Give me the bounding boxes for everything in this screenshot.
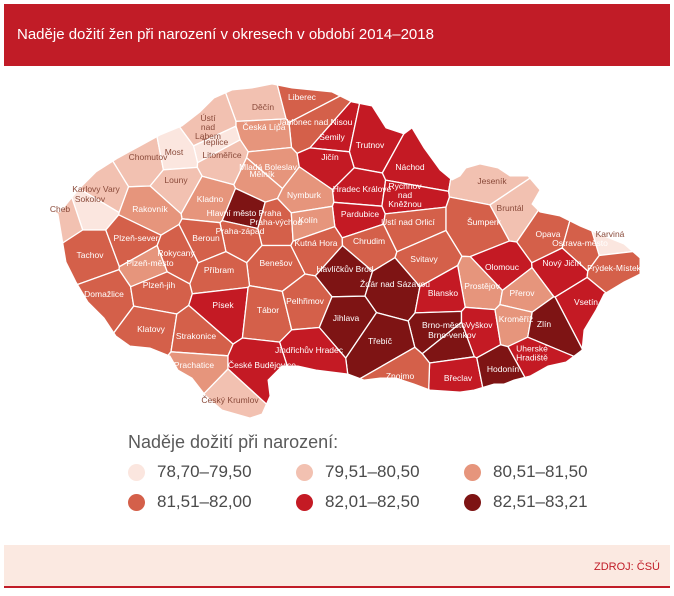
district-label: České Budějovice	[228, 360, 296, 370]
page-title: Naděje dožití žen při narození v okresec…	[17, 26, 434, 43]
district-label: Vsetín	[574, 297, 598, 307]
district-label: Vyškov	[465, 320, 493, 330]
district-label: Cheb	[50, 204, 71, 214]
district-label: Most	[165, 147, 184, 157]
district-label: Pardubice	[341, 209, 380, 219]
district-label: Jablonec nad Nisou	[278, 117, 353, 127]
district-label: Domažlice	[84, 289, 124, 299]
district-label: Mladá Boleslav	[239, 162, 297, 172]
district-karviná	[578, 84, 640, 257]
legend-label: 82,01–82,50	[325, 492, 420, 511]
district-label: Tachov	[77, 250, 105, 260]
district-label: Litoměřice	[202, 150, 241, 160]
district-label: Třebíč	[368, 336, 393, 346]
district-label: Šumperk	[467, 217, 502, 227]
district-label: Klatovy	[137, 324, 166, 334]
legend-swatch	[128, 494, 145, 511]
czech-districts-map: Děčín Liberec Jablonec nad Nisou Semily Trut…	[50, 83, 642, 419]
district-label: Ostrava-město	[552, 238, 608, 248]
legend-swatch	[296, 494, 313, 511]
district-label: Kutná Hora	[295, 238, 338, 248]
district-label: Rychnov nad Kněžnou	[388, 181, 422, 209]
district-label: Trutnov	[356, 140, 385, 150]
district-label: Pelhřimov	[286, 296, 325, 306]
district-label: Žďár nad Sázavou	[360, 279, 430, 289]
district-label: Praha-východ	[250, 217, 303, 227]
district-label: Nový Jičín	[542, 258, 581, 268]
district-label: Karlovy Vary	[72, 184, 120, 194]
district-label: Hradec Králové	[333, 184, 392, 194]
district-label: Plzeň-sever	[114, 233, 159, 243]
source-note: ZDROJ: ČSÚ	[594, 561, 660, 573]
district-label: Jičín	[321, 152, 339, 162]
district-label: Jindřichův Hradec	[275, 345, 344, 355]
country-outline	[51, 83, 641, 419]
district-label: Liberec	[288, 92, 317, 102]
district-label: Uherské Hradiště	[516, 344, 548, 363]
legend-swatch	[128, 464, 145, 481]
district-label: Louny	[164, 175, 188, 185]
legend-label: 81,51–82,00	[157, 492, 252, 511]
district-label: Břeclav	[444, 373, 473, 383]
district-label: Karviná	[596, 229, 625, 239]
district-label: Náchod	[395, 162, 425, 172]
district-label: Bruntál	[497, 203, 524, 213]
district-label: Strakonice	[176, 331, 216, 341]
district-label: Tábor	[257, 305, 279, 315]
footer-bar: ZDROJ: ČSÚ	[4, 545, 670, 587]
district-label: Jeseník	[477, 176, 507, 186]
legend-label: 78,70–79,50	[157, 462, 252, 481]
district-label: Teplice	[202, 137, 229, 147]
bottom-rule	[4, 586, 670, 588]
district-label: Olomouc	[485, 262, 520, 272]
district-label: Brno-město	[422, 320, 466, 330]
district-label: Semily	[319, 132, 345, 142]
district-label: Ústí nad Orlicí	[381, 217, 435, 227]
legend-title: Naděje dožití při narození:	[128, 432, 339, 452]
district-label: Zlín	[537, 319, 551, 329]
district-label: Český Krumlov	[201, 395, 259, 405]
district-label: Frýdek-Místek	[587, 263, 642, 273]
district-label: Přerov	[509, 288, 535, 298]
district-label: Praha-západ	[216, 226, 265, 236]
district-label: Brno-venkov	[428, 330, 476, 340]
legend-swatch	[464, 494, 481, 511]
district-label: Hodonín	[487, 364, 519, 374]
district-label: Mělník	[249, 169, 275, 179]
district-label: Hlavní město Praha	[207, 208, 282, 218]
district-label: Opava	[535, 229, 560, 239]
district-label: Chrudim	[353, 236, 385, 246]
legend-swatch	[464, 464, 481, 481]
district-label: Svitavy	[410, 254, 438, 264]
legend-swatch	[296, 464, 313, 481]
district-label: Písek	[212, 300, 234, 310]
legend-label: 82,51–83,21	[493, 492, 588, 511]
district-label: Rokycany	[157, 248, 195, 258]
district-label: Havlíčkův Brod	[316, 264, 373, 274]
district-label: Kroměříž	[499, 314, 533, 324]
district-label: Sokolov	[75, 194, 106, 204]
legend-label: 80,51–81,50	[493, 462, 588, 481]
district-label: Znojmo	[386, 371, 415, 381]
district-label: Benešov	[259, 258, 293, 268]
district-label: Blansko	[428, 288, 459, 298]
district-label: Prachatice	[174, 360, 214, 370]
header-bar: Naděje dožití žen při narození v okresec…	[4, 4, 670, 66]
district-label: Kolín	[298, 215, 318, 225]
district-label: Plzeň-město	[126, 258, 174, 268]
district-label: Nymburk	[287, 190, 322, 200]
district-label: Kladno	[197, 194, 224, 204]
district-label: Česká Lípa	[243, 122, 286, 132]
district-label: Příbram	[204, 265, 234, 275]
district-label: Prostějov	[464, 281, 500, 291]
district-label: Děčín	[252, 102, 274, 112]
district-label: Ústí nad Labem	[195, 113, 221, 141]
legend-label: 79,51–80,50	[325, 462, 420, 481]
map-container: Děčín Liberec Jablonec nad Nisou Semily Trut…	[0, 66, 674, 436]
district-label: Beroun	[192, 233, 220, 243]
district-label: Chomutov	[129, 152, 168, 162]
district-label: Rakovník	[132, 204, 168, 214]
district-label: Plzeň-jih	[143, 280, 176, 290]
district-label: Jihlava	[333, 313, 360, 323]
